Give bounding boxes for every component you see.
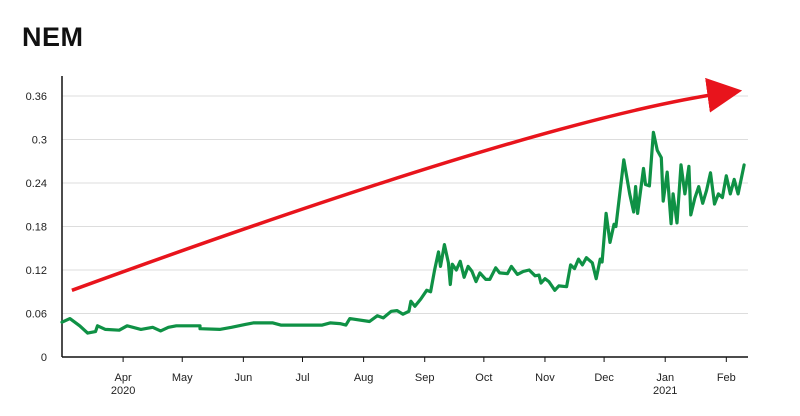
x-tick-label: May xyxy=(172,372,193,384)
x-tick-label: Feb xyxy=(717,372,736,384)
y-tick-label: 0.3 xyxy=(32,135,47,147)
x-tick-sublabel: 2020 xyxy=(111,385,135,397)
x-tick-label: Apr xyxy=(115,372,132,384)
y-tick-label: 0.24 xyxy=(26,178,47,190)
x-tick-sublabel: 2021 xyxy=(653,385,677,397)
y-tick-label: 0.06 xyxy=(26,309,47,321)
line-chart: 0 0.06 0.12 0.18 0.24 0.3 0.36 Apr2020 May Jun Jul… xyxy=(0,0,800,416)
x-tick-label: Oct xyxy=(475,372,492,384)
y-tick-label: 0.12 xyxy=(26,265,47,277)
x-tick-label: Jun xyxy=(234,372,252,384)
series-layer xyxy=(62,132,744,333)
x-tick-label: Jul xyxy=(295,372,309,384)
y-tick-label: 0.18 xyxy=(26,222,47,234)
y-tick-label: 0.36 xyxy=(26,91,47,103)
x-tick-label: Nov xyxy=(535,372,555,384)
axes xyxy=(62,76,748,362)
price-line xyxy=(62,132,744,333)
y-tick-label: 0 xyxy=(41,352,47,364)
x-tick-label: Sep xyxy=(415,372,435,384)
gridlines xyxy=(62,96,748,314)
x-tick-label: Jan xyxy=(656,372,674,384)
x-tick-label: Aug xyxy=(354,372,374,384)
x-tick-label: Dec xyxy=(594,372,614,384)
